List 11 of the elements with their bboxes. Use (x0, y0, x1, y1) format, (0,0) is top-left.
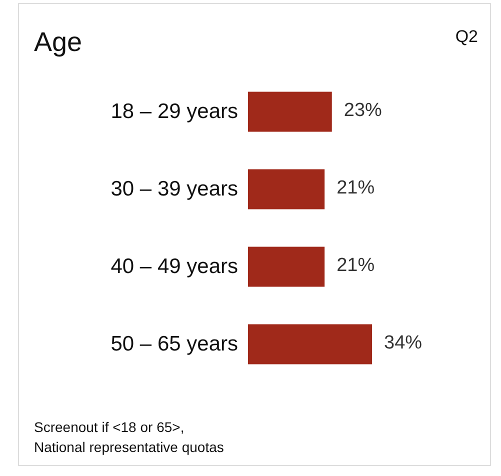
y-tick-label: 40 – 49 years (110, 254, 238, 278)
data-label: 21% (336, 177, 375, 198)
text: Screenout if <18 or 65>, National representative quotas (34, 419, 224, 455)
data-label: 23% (344, 100, 382, 121)
chart-title: Age (34, 27, 82, 57)
data-label: 21% (336, 254, 375, 276)
data-label: 34% (384, 332, 422, 354)
y-tick-label: 18 – 29 years (110, 100, 238, 123)
text: Q2 (455, 27, 478, 46)
y-tick-label: 30 – 39 years (110, 177, 238, 200)
y-tick-label: 50 – 65 years (110, 332, 238, 356)
